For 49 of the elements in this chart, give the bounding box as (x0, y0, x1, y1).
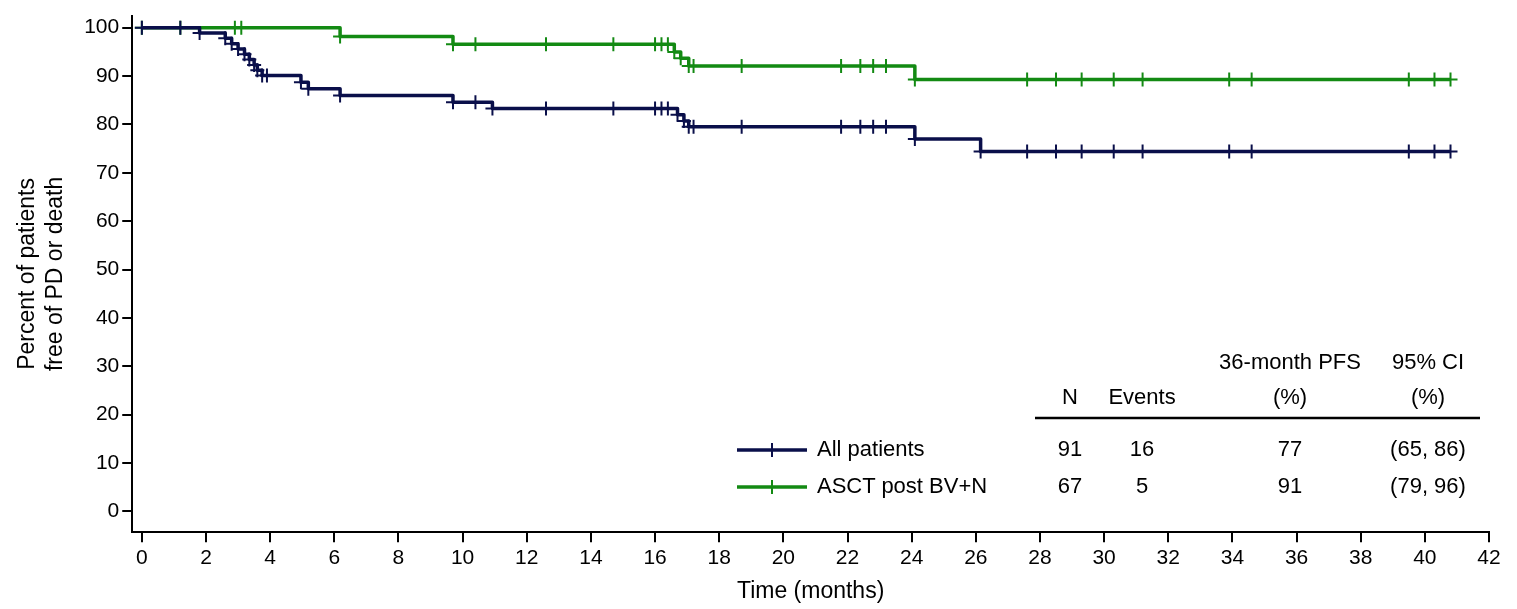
legend-label: All patients (817, 436, 925, 462)
y-tick-label: 100 (84, 14, 120, 38)
annotation: 95% CI (%) (1391, 349, 1465, 410)
x-tick-label: 2 (200, 544, 212, 568)
annotation: 36-month PFS (%) (1219, 349, 1361, 410)
x-tick-label: 26 (964, 544, 988, 568)
x-tick-label: 16 (643, 544, 667, 568)
annotation: 91 (1277, 473, 1303, 499)
y-tick-label: 10 (95, 449, 120, 473)
legend-label: ASCT post BV+N (817, 473, 988, 499)
y-tick-label: 20 (95, 401, 120, 425)
y-axis-title: Percent of patients free of PD or death (13, 176, 67, 372)
x-tick-label: 18 (707, 544, 731, 568)
y-tick-label: 70 (95, 159, 120, 183)
y-tick-label: 90 (95, 62, 120, 86)
x-tick-label: 12 (515, 544, 539, 568)
x-tick-label: 30 (1092, 544, 1116, 568)
x-tick-label: 20 (771, 544, 796, 568)
y-tick-label: 40 (95, 304, 120, 328)
y-tick-label: 80 (95, 111, 120, 135)
x-tick-label: 40 (1413, 544, 1437, 568)
x-tick-label: 28 (1028, 544, 1052, 568)
x-axis-title: Time (months) (736, 576, 885, 603)
x-tick-label: 10 (450, 544, 475, 568)
annotation: N (1062, 384, 1078, 410)
y-tick-label: 30 (95, 353, 120, 377)
x-tick-label: 24 (899, 544, 924, 568)
annotation: 67 (1057, 473, 1083, 499)
x-tick-label: 0 (136, 544, 148, 568)
x-tick-label: 42 (1477, 544, 1501, 568)
x-tick-label: 8 (392, 544, 405, 568)
y-tick-label: 50 (95, 256, 120, 280)
x-tick-label: 36 (1284, 544, 1309, 568)
annotation: (79, 96) (1390, 473, 1466, 499)
x-tick-label: 32 (1156, 544, 1180, 568)
y-tick-label: 0 (107, 498, 120, 522)
x-tick-label: 4 (264, 544, 277, 568)
x-tick-label: 38 (1349, 544, 1373, 568)
annotation: 16 (1129, 436, 1155, 462)
annotation: 91 (1057, 436, 1083, 462)
x-tick-label: 34 (1220, 544, 1245, 568)
y-tick-label: 60 (95, 207, 120, 231)
x-tick-label: 14 (579, 544, 603, 568)
annotation: Events (1108, 384, 1176, 410)
x-tick-label: 6 (328, 544, 341, 568)
annotation: (65, 86) (1390, 436, 1466, 462)
x-tick-label: 22 (835, 544, 860, 568)
annotation: 5 (1135, 473, 1149, 499)
annotation: 77 (1277, 436, 1303, 462)
